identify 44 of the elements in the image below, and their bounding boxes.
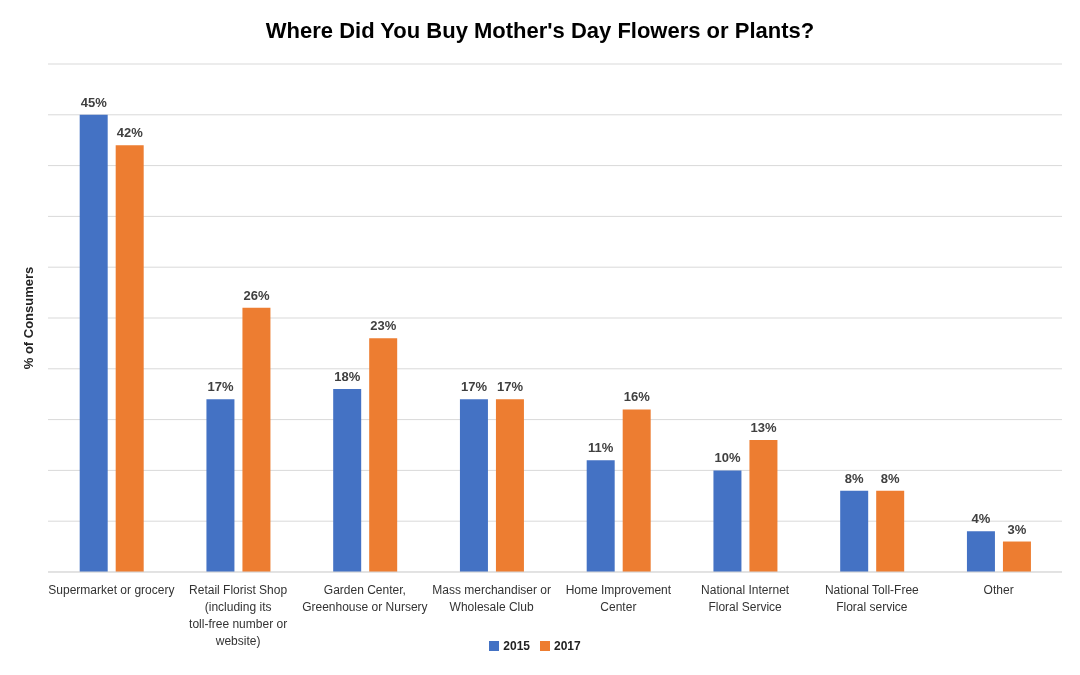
data-label: 11%	[588, 440, 614, 456]
legend-label: 2015	[503, 639, 530, 653]
bar	[459, 399, 488, 572]
bar	[586, 460, 615, 572]
legend-label: 2017	[554, 639, 581, 653]
x-tick-label: Home Improvement Center	[565, 583, 672, 614]
bar	[369, 338, 398, 572]
data-label: 17%	[207, 379, 234, 395]
y-axis-title: % of Consumers	[20, 266, 36, 370]
data-label: 16%	[623, 389, 651, 405]
data-label: 42%	[116, 125, 144, 141]
data-label: 13%	[750, 419, 777, 435]
bar	[749, 439, 778, 572]
x-tick-label: National Toll-Free Floral service	[824, 583, 920, 614]
data-label: 17%	[460, 379, 488, 395]
data-label: 45%	[80, 94, 108, 110]
bar	[495, 399, 524, 572]
bar	[206, 399, 235, 572]
bar	[876, 490, 905, 572]
x-tick-label: Garden Center, Greenhouse or Nursery	[302, 583, 428, 614]
x-tick-label: Mass merchandiser or Wholesale Club	[432, 583, 551, 614]
bar	[840, 490, 869, 572]
data-label: 3%	[1007, 521, 1027, 537]
bar	[1002, 541, 1031, 572]
data-label: 4%	[971, 511, 991, 527]
x-tick-label: Supermarket or grocery	[48, 583, 175, 597]
bar	[713, 470, 742, 572]
chart-title: Where Did You Buy Mother's Day Flowers or Plants?	[264, 17, 816, 45]
x-tick-label: Other	[983, 583, 1014, 597]
data-label: 8%	[880, 470, 901, 486]
data-label: 26%	[243, 287, 270, 303]
data-label: 10%	[714, 450, 741, 466]
bar	[966, 531, 995, 572]
x-tick-label: Retail Florist Shop (including its toll-free number or website)	[189, 583, 288, 648]
bar	[242, 307, 271, 572]
bar	[333, 389, 362, 572]
x-tick-label: National Internet Floral Service	[701, 583, 790, 614]
bar	[115, 145, 144, 572]
data-label: 18%	[334, 369, 361, 385]
bar	[79, 114, 108, 572]
data-label: 17%	[496, 379, 524, 395]
data-label: 8%	[844, 470, 865, 486]
bar	[622, 409, 651, 572]
data-label: 23%	[370, 318, 397, 334]
